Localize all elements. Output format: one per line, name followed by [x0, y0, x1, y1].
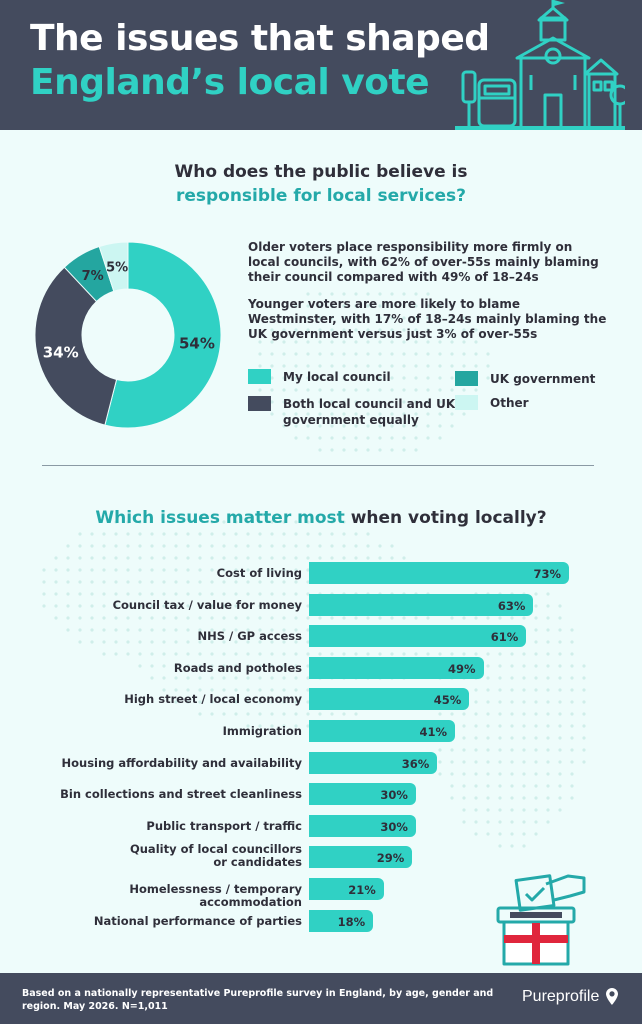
bar: [309, 751, 438, 774]
legend-other-swatch: [455, 395, 478, 410]
bar-value-label: 36%: [401, 756, 430, 771]
bar-value-label: 41%: [419, 725, 448, 739]
slice-both-equally: [34, 266, 118, 426]
bar-category-label: NHS / GP access: [197, 629, 303, 644]
legend-uk-government-label: UK government: [490, 372, 596, 386]
slice-other-label: 5%: [106, 260, 128, 275]
title-line-2: England’s local vote: [30, 62, 430, 103]
header-banner: The issues that shaped England’s local v…: [0, 0, 642, 130]
legend-both-equally-label: Both local council and UK government equ…: [283, 397, 456, 427]
insight-younger-voters: Younger voters are more likely to blame …: [248, 297, 607, 341]
legend-other-label: Other: [490, 396, 529, 410]
bar: [309, 625, 527, 648]
bar-category-label: Homelessness / temporary accommodation: [129, 882, 302, 909]
section1-question: Who does the public believe is responsib…: [0, 160, 642, 208]
legend-my-local-council-swatch: [248, 369, 271, 384]
bar-category-label: National performance of parties: [93, 913, 302, 928]
bar: [309, 909, 374, 932]
footer-methodology: Based on a nationally representative Pur…: [22, 988, 494, 1012]
question1-line2: responsible for local services?: [175, 186, 467, 206]
bar: [309, 846, 413, 869]
bar-value-label: 63%: [497, 598, 526, 613]
insight-older-voters: Older voters place responsibility more f…: [248, 240, 599, 284]
bar-category-label: Housing affordability and availability: [61, 755, 302, 770]
bar-category-label: Bin collections and street cleanliness: [60, 787, 302, 802]
bar-category-label: Council tax / value for money: [112, 597, 302, 612]
bar: [309, 783, 416, 806]
slice-other: [98, 241, 129, 292]
slice-my-local-council-label: 54%: [179, 335, 215, 353]
bar-value-label: 30%: [380, 819, 408, 834]
bar-value-label: 45%: [433, 693, 462, 708]
bar-value-label: 21%: [348, 883, 376, 897]
bar-value-label: 18%: [337, 914, 366, 929]
question2-highlight: Which issues matter most: [95, 508, 345, 528]
slice-both-equally-label: 34%: [43, 343, 79, 361]
slice-uk-government-label: 7%: [82, 269, 104, 284]
ballot-box-illustration: [496, 874, 586, 966]
bar-value-label: 61%: [490, 630, 519, 645]
bar-category-label: Immigration: [222, 724, 302, 738]
bar-value-label: 73%: [533, 567, 561, 581]
town-hall-illustration: [455, 0, 625, 130]
section2-question: Which issues matter most when voting loc…: [0, 508, 642, 528]
bar-value-label: 29%: [376, 851, 405, 866]
question2-rest: when voting locally?: [344, 508, 547, 528]
slice-my-local-council: [104, 241, 222, 429]
bar-category-label: High street / local economy: [124, 692, 302, 707]
location-pin-icon: [606, 988, 618, 1005]
bar-category-label: Cost of living: [216, 566, 302, 580]
responsibility-donut-chart: 54% 34% 7%5%: [34, 241, 222, 429]
bar: [309, 814, 416, 837]
question1-line1: Who does the public believe is: [174, 162, 468, 182]
footer: Based on a nationally representative Pur…: [0, 973, 642, 1024]
bar: [309, 878, 384, 900]
bar: [309, 562, 569, 584]
bar-category-label: Roads and potholes: [173, 660, 302, 675]
legend-both-equally-swatch: [248, 396, 271, 411]
bar-category-label: Quality of local councillors or candidat…: [129, 842, 302, 870]
bar-category-label: Public transport / traffic: [146, 818, 302, 833]
bar: [309, 688, 470, 711]
bar: [309, 656, 484, 679]
title-line-1: The issues that shaped: [30, 18, 490, 59]
legend-my-local-council-label: My local council: [283, 370, 391, 384]
bar-value-label: 49%: [447, 661, 476, 676]
section-divider: [42, 465, 594, 466]
bar-value-label: 30%: [380, 788, 408, 803]
brand-logo: Pureprofile: [522, 988, 600, 1005]
bar: [309, 720, 456, 742]
bar: [309, 593, 534, 616]
legend-uk-government-swatch: [455, 371, 478, 386]
